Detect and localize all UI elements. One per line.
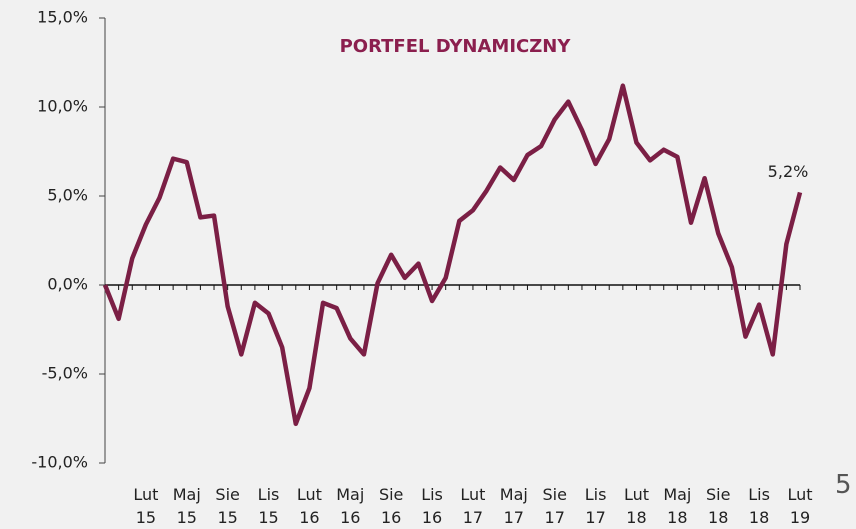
x-tick-label: Lis 15 — [257, 485, 280, 527]
x-tick-label: Lut 15 — [133, 485, 159, 527]
x-tick-label: Maj 16 — [336, 485, 365, 527]
x-tick-label: Sie 18 — [706, 485, 731, 527]
x-tick-label: Sie 17 — [542, 485, 567, 527]
x-tick-label: Maj 17 — [499, 485, 528, 527]
y-tick-label: 10,0% — [37, 97, 88, 116]
page-number: 5 — [835, 470, 852, 500]
data-line — [102, 83, 803, 427]
x-tick-label: Lut 16 — [296, 485, 322, 527]
x-tick-label: Lis 17 — [584, 485, 607, 527]
y-tick-label: 0,0% — [47, 275, 88, 294]
x-tick-label: Lut 19 — [787, 485, 813, 527]
y-tick-label: 15,0% — [37, 8, 88, 27]
x-tick-label: Lut 17 — [460, 485, 486, 527]
y-tick-label: -5,0% — [42, 364, 88, 383]
y-tick-label: 5,0% — [47, 186, 88, 205]
x-tick-label: Lis 18 — [748, 485, 770, 527]
x-tick-label: Lut 18 — [623, 485, 649, 527]
x-tick-label: Sie 15 — [215, 485, 240, 527]
y-tick-label: -10,0% — [31, 453, 88, 472]
x-tick-label: Sie 16 — [378, 485, 404, 527]
x-tick-label: Maj 18 — [663, 485, 692, 527]
x-tick-label: Maj 15 — [172, 485, 201, 527]
annotation: 5,2% — [768, 162, 809, 181]
x-tick-label: Lis 16 — [421, 485, 443, 527]
chart-title: PORTFEL DYNAMICZNY — [340, 36, 572, 57]
